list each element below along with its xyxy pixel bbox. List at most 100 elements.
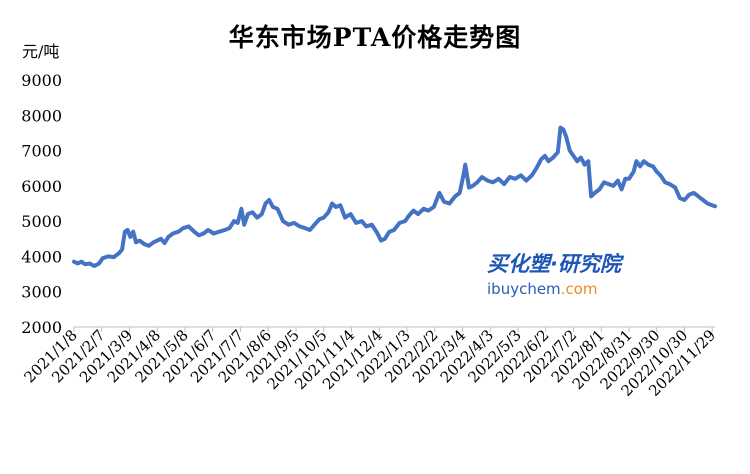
data-point bbox=[668, 182, 672, 186]
data-point bbox=[343, 216, 347, 220]
data-point bbox=[176, 230, 181, 234]
data-point bbox=[155, 239, 159, 243]
chart-title: 华东市场PTA价格走势图 bbox=[228, 23, 522, 52]
data-point bbox=[134, 240, 138, 244]
data-point bbox=[519, 173, 523, 177]
data-point bbox=[534, 166, 539, 170]
data-point bbox=[480, 175, 484, 179]
data-point bbox=[642, 159, 646, 163]
data-point bbox=[88, 261, 92, 266]
data-point bbox=[166, 235, 170, 239]
series-points bbox=[72, 126, 717, 268]
watermark-en-a: ibuychem bbox=[487, 280, 561, 298]
data-point bbox=[447, 201, 452, 206]
data-point bbox=[83, 262, 87, 266]
y-tick-label: 6000 bbox=[21, 177, 62, 196]
data-point bbox=[571, 154, 576, 158]
x-axis-ticks: 2021/1/82021/2/72021/3/92021/4/82021/5/8… bbox=[20, 326, 719, 400]
data-point bbox=[556, 150, 560, 154]
data-point bbox=[76, 261, 80, 266]
data-point bbox=[491, 180, 495, 184]
data-point bbox=[260, 212, 264, 216]
y-tick-label: 5000 bbox=[21, 212, 62, 231]
data-point bbox=[422, 207, 426, 211]
data-point bbox=[212, 231, 216, 236]
data-point bbox=[120, 247, 124, 251]
data-point bbox=[123, 230, 127, 234]
data-point bbox=[171, 231, 175, 236]
data-point bbox=[658, 173, 663, 177]
series-line bbox=[72, 125, 717, 268]
data-point bbox=[616, 179, 620, 183]
data-point bbox=[706, 201, 710, 206]
data-point bbox=[349, 212, 353, 216]
data-point bbox=[651, 164, 655, 168]
data-point bbox=[383, 237, 387, 241]
data-point bbox=[263, 201, 268, 206]
y-tick-label: 2000 bbox=[21, 318, 62, 337]
y-tick-label: 7000 bbox=[21, 142, 62, 161]
data-point bbox=[72, 260, 76, 264]
data-point bbox=[92, 264, 96, 268]
y-tick-label: 3000 bbox=[21, 283, 62, 302]
data-point bbox=[593, 191, 597, 195]
data-point bbox=[546, 159, 551, 163]
data-point bbox=[710, 203, 714, 207]
data-point bbox=[551, 156, 555, 160]
data-point bbox=[655, 170, 659, 174]
data-point bbox=[673, 186, 677, 190]
data-point bbox=[227, 226, 231, 230]
data-point bbox=[106, 254, 110, 258]
data-point bbox=[701, 198, 705, 202]
data-point bbox=[497, 177, 501, 181]
data-point bbox=[79, 260, 83, 264]
data-point bbox=[131, 230, 135, 234]
data-point bbox=[579, 156, 583, 160]
data-point bbox=[696, 194, 701, 198]
data-point bbox=[281, 219, 285, 223]
data-point bbox=[338, 203, 342, 207]
data-point bbox=[308, 228, 312, 232]
data-point bbox=[471, 184, 475, 188]
data-point bbox=[530, 173, 534, 177]
data-point bbox=[475, 180, 479, 184]
data-point bbox=[646, 163, 651, 167]
data-point bbox=[467, 186, 471, 190]
data-point bbox=[392, 228, 396, 232]
data-point bbox=[292, 221, 296, 225]
data-point bbox=[330, 201, 334, 206]
data-point bbox=[242, 223, 246, 227]
data-point bbox=[192, 230, 196, 234]
data-point bbox=[201, 231, 206, 236]
data-point bbox=[627, 177, 631, 181]
data-point bbox=[458, 191, 462, 195]
data-point bbox=[564, 134, 568, 139]
y-axis-ticks: 2000 3000 4000 5000 6000 7000 8000 9000 bbox=[21, 71, 62, 337]
data-point bbox=[317, 217, 321, 221]
data-point bbox=[181, 226, 185, 230]
data-point bbox=[583, 163, 587, 167]
data-point bbox=[326, 210, 330, 214]
watermark-en-b: .com bbox=[560, 280, 598, 298]
data-point bbox=[586, 159, 590, 163]
data-point bbox=[485, 179, 490, 183]
data-point bbox=[142, 242, 146, 246]
data-point bbox=[442, 200, 446, 204]
data-point bbox=[463, 163, 467, 167]
data-point bbox=[246, 212, 250, 216]
data-point bbox=[607, 182, 611, 186]
data-point bbox=[334, 205, 338, 209]
watermark-logo: 买化塑·研究院 ibuychem.com bbox=[487, 248, 621, 298]
data-point bbox=[634, 159, 639, 163]
data-point bbox=[312, 223, 317, 227]
data-point bbox=[197, 233, 201, 237]
data-point bbox=[387, 230, 391, 234]
data-point bbox=[322, 216, 326, 220]
data-point bbox=[543, 154, 547, 158]
data-point bbox=[128, 235, 132, 239]
data-point bbox=[236, 221, 240, 225]
data-point bbox=[117, 251, 121, 255]
y-axis-unit: 元/吨 bbox=[22, 42, 60, 61]
data-point bbox=[232, 219, 236, 223]
data-point bbox=[502, 182, 506, 186]
